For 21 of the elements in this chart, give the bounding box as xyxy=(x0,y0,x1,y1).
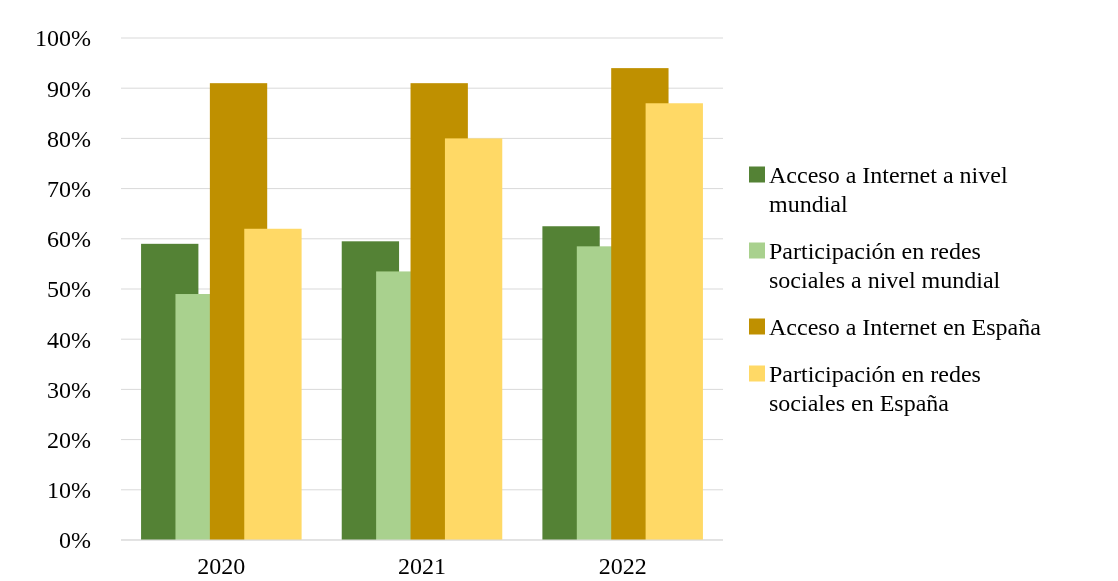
y-tick-label: 20% xyxy=(47,427,91,453)
legend-label: Participación en redes sociales a nivel mundial xyxy=(769,237,1001,293)
y-tick-label: 50% xyxy=(47,276,91,303)
y-tick-label: 30% xyxy=(47,376,91,403)
bar xyxy=(645,103,703,540)
y-tick-label: 80% xyxy=(47,125,91,152)
x-tick-label: 2020 xyxy=(197,553,246,579)
x-tick-label: 2021 xyxy=(398,553,446,579)
bar xyxy=(244,228,302,540)
y-tick-label: 100% xyxy=(35,25,91,52)
y-tick-label: 0% xyxy=(59,527,91,554)
y-tick-label: 10% xyxy=(47,477,91,504)
y-tick-label: 40% xyxy=(47,326,91,353)
x-tick-label: 2022 xyxy=(598,553,647,579)
bar xyxy=(444,138,503,540)
legend-label: Acceso a Internet a nivel mundial xyxy=(769,161,1008,217)
y-tick-label: 60% xyxy=(47,226,91,253)
y-tick-label: 70% xyxy=(47,176,91,202)
y-tick-label: 90% xyxy=(47,75,91,102)
legend-label: Acceso a Internet en España xyxy=(769,313,1042,340)
legend-label: Participación en redes sociales en España xyxy=(769,360,981,416)
